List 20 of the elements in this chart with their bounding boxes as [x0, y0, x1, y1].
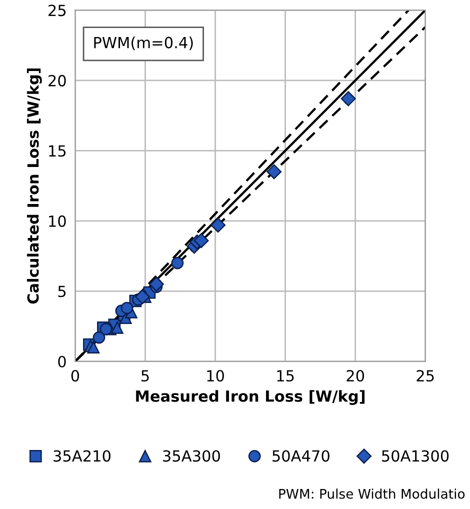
- x-axis-title: Measured Iron Loss [W/kg]: [136, 390, 365, 405]
- y-tick-label: 25: [48, 4, 66, 16]
- y-tick-label: 10: [49, 215, 66, 227]
- y-tick-label: 5: [58, 286, 66, 298]
- x-tick-label: 0: [71, 370, 80, 382]
- text: PWM: Pulse Width Modulatio: [279, 488, 465, 499]
- y-tick-label: 15: [49, 145, 66, 157]
- legend-label: 35A300: [163, 450, 220, 462]
- x-tick-label: 5: [142, 370, 149, 382]
- y-axis-title: Calculated Iron Loss [W/kg]: [26, 68, 42, 304]
- x-tick-label: 10: [207, 370, 224, 382]
- annotation: PWM(m=0.4): [94, 36, 193, 50]
- y-tick-label: 20: [48, 74, 66, 86]
- legend-label: 50A1300: [382, 450, 449, 462]
- legend-label: 50A470: [272, 450, 330, 462]
- y-tick-label: 0: [58, 356, 66, 368]
- x-tick-label: 15: [277, 370, 294, 382]
- legend-label: 35A210: [54, 450, 110, 462]
- x-tick-label: 20: [346, 370, 364, 382]
- x-tick-label: 25: [416, 370, 434, 382]
